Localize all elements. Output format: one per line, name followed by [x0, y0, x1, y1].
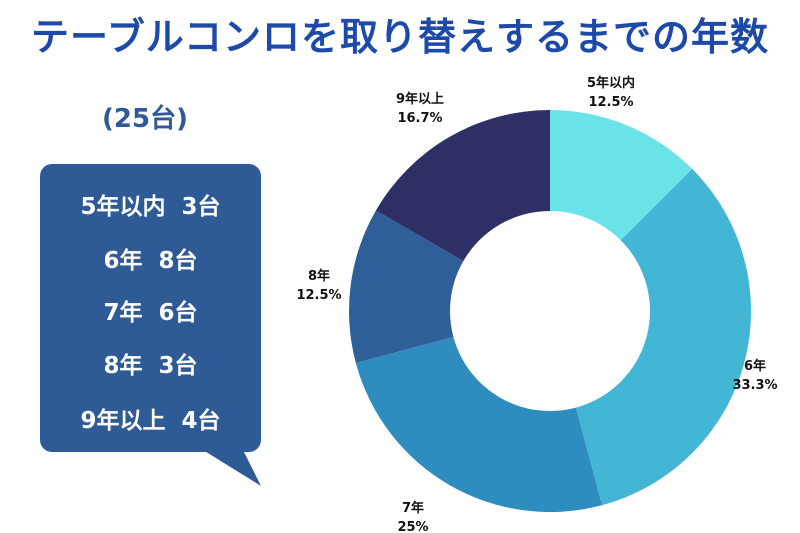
slice-category-label: 6年 — [744, 358, 766, 374]
slice-percent-label: 12.5% — [296, 288, 341, 303]
slice-percent-label: 25% — [397, 520, 428, 533]
callout-row: 8年 3台 — [103, 353, 198, 379]
slice-category-label: 7年 — [402, 500, 424, 516]
chart-title: テーブルコンロを取り替えするまでの年数 — [31, 15, 769, 59]
callout-row: 7年 6台 — [103, 300, 198, 326]
callout-row: 9年以上 4台 — [80, 408, 221, 434]
donut-slice — [375, 109, 550, 261]
slice-percent-label: 16.7% — [397, 111, 442, 126]
donut-slice — [550, 110, 693, 241]
callout-row: 6年 8台 — [103, 248, 198, 274]
slice-category-label: 5年以内 — [587, 75, 635, 91]
callout-row: 5年以内 3台 — [80, 194, 221, 220]
donut-slice — [349, 210, 464, 364]
slice-category-label: 9年以上 — [396, 91, 444, 107]
donut-slice — [355, 336, 603, 512]
donut-slice — [575, 168, 751, 506]
slice-percent-label: 12.5% — [588, 95, 633, 110]
total-count-label: (25台) — [102, 104, 188, 134]
slice-percent-label: 33.3% — [732, 378, 777, 393]
callout-box: 5年以内 3台 6年 8台 7年 6台 8年 3台 9年以上 4台 — [40, 164, 261, 452]
slice-category-label: 8年 — [308, 268, 330, 284]
